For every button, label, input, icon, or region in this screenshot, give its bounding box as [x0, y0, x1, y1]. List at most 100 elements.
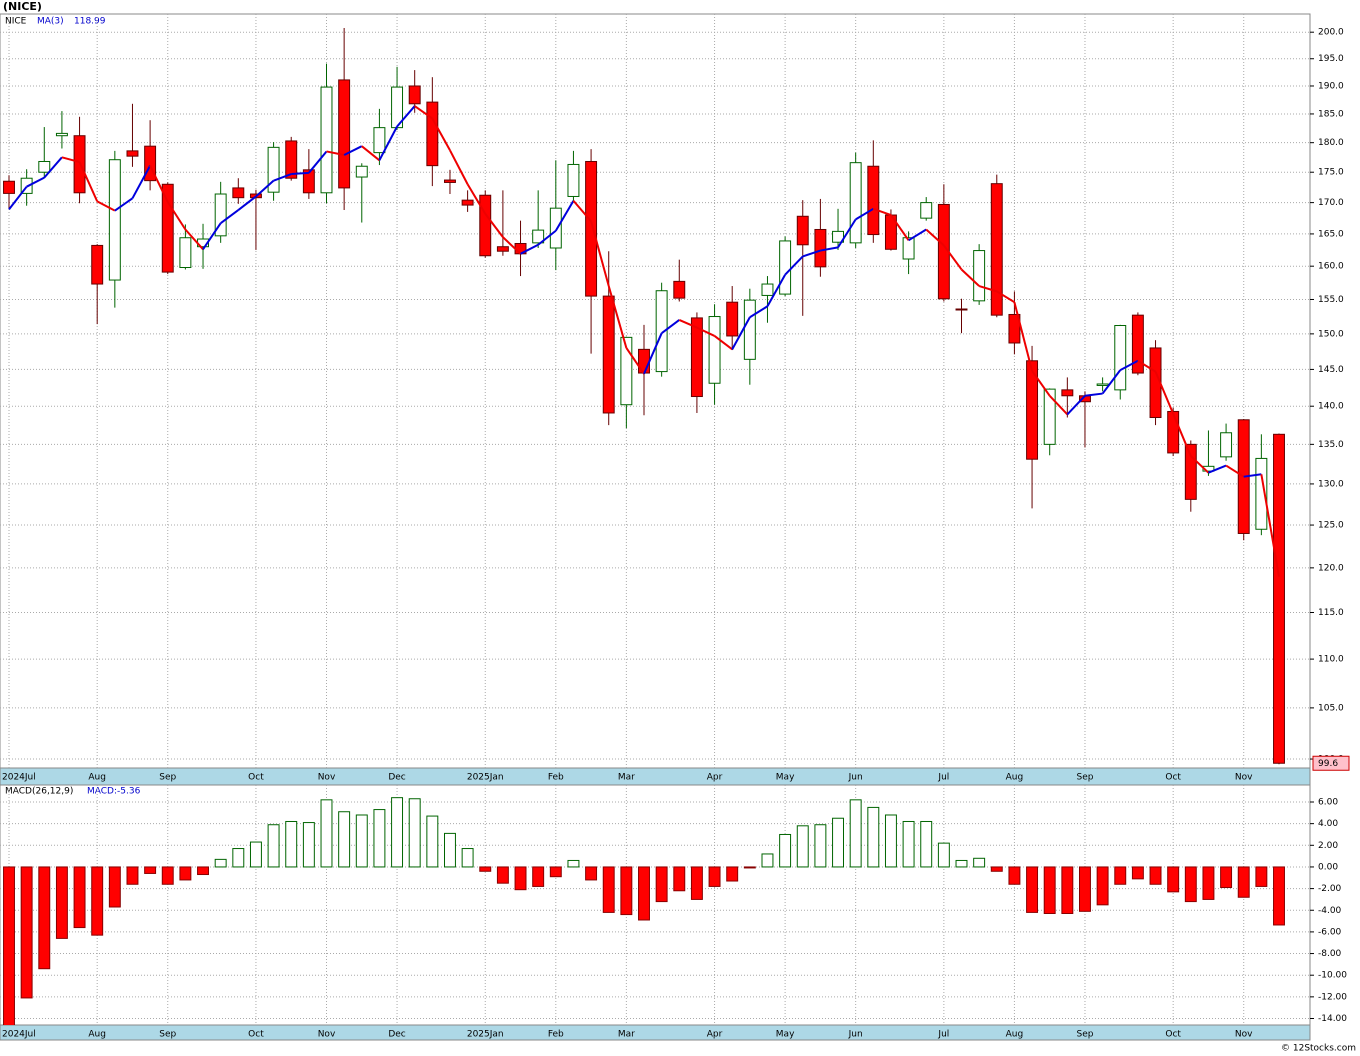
macd-bar — [232, 848, 245, 868]
candle-body — [1131, 314, 1144, 374]
candle-body — [532, 229, 545, 244]
ma-segment — [1101, 369, 1122, 395]
ma-segment — [484, 213, 504, 238]
candle-body — [232, 187, 245, 199]
macd-bar — [73, 866, 86, 929]
last-price-box — [1312, 755, 1350, 771]
legend-ma: MA(3) — [37, 17, 64, 27]
ma-segment — [8, 186, 28, 211]
x-tick-label: 2025Jan — [467, 773, 504, 783]
candle-body — [1167, 410, 1180, 454]
y-tick-label: -10.00 — [1318, 971, 1347, 981]
y-tick-label: -4.00 — [1318, 906, 1342, 916]
last-price-label: 99.6 — [1318, 759, 1338, 769]
macd-bar — [973, 857, 986, 868]
x-tick-label: Jul — [937, 773, 949, 783]
candle-body — [426, 101, 439, 167]
macd-bar — [355, 814, 368, 868]
candle-body — [849, 162, 862, 244]
macd-bar — [496, 866, 509, 884]
macd-bar — [214, 858, 227, 868]
macd-bar — [338, 811, 351, 868]
macd-bar — [620, 866, 633, 916]
macd-bar — [1149, 866, 1162, 885]
ma-segment — [414, 105, 433, 120]
macd-bar — [285, 820, 298, 868]
y-tick-label: 140.0 — [1318, 402, 1344, 412]
macd-bar — [461, 848, 474, 868]
ma-segment — [855, 207, 874, 221]
macd-bar — [126, 866, 139, 885]
ma-segment — [713, 335, 733, 351]
x-tick-label: Mar — [618, 1030, 635, 1040]
ma-segment — [502, 236, 522, 255]
x-tick-label: 2025Jan — [467, 1030, 504, 1040]
candle-body — [408, 85, 421, 105]
legend-macd: MACD(26,12,9) — [5, 787, 73, 797]
plot-area — [0, 785, 1310, 1025]
ma-segment — [1172, 413, 1192, 457]
ma-segment — [661, 319, 680, 334]
ma-segment — [572, 200, 592, 222]
ma-segment — [26, 176, 45, 188]
y-tick-label: 185.0 — [1318, 109, 1344, 119]
candle-body — [832, 230, 844, 243]
macd-bar — [743, 866, 756, 869]
candle-body — [1220, 432, 1233, 458]
x-tick-label: May — [776, 1030, 795, 1040]
y-tick-label: 160.0 — [1318, 262, 1344, 272]
ma-segment — [396, 105, 416, 128]
macd-bar — [320, 799, 333, 868]
macd-bar — [602, 866, 615, 913]
ma-segment — [1208, 464, 1227, 474]
macd-bar — [884, 814, 897, 868]
macd-bar — [567, 859, 580, 868]
y-tick-label: 190.0 — [1318, 81, 1344, 91]
ma-segment — [1137, 359, 1157, 373]
ma-segment — [537, 229, 557, 246]
macd-bar — [514, 866, 527, 891]
x-tick-label: Sep — [159, 1030, 176, 1040]
x-tick-label: Feb — [548, 773, 564, 783]
ma-segment — [802, 249, 821, 258]
x-tick-label: Nov — [318, 773, 336, 783]
macd-bar — [249, 841, 262, 868]
legend-ma-value: 118.99 — [74, 17, 106, 27]
macd-bar — [1167, 866, 1180, 893]
x-tick-label: Aug — [1006, 773, 1024, 783]
ma-segment — [1260, 474, 1280, 577]
ma-segment — [872, 207, 892, 216]
ma-segment — [978, 285, 998, 293]
ma-segment — [678, 319, 698, 329]
macd-bar — [708, 866, 721, 887]
candle-body — [38, 160, 51, 173]
ma-segment — [43, 156, 63, 179]
ma-segment — [890, 214, 910, 241]
y-tick-label: 165.0 — [1318, 229, 1344, 239]
ma-segment — [255, 179, 275, 198]
candle-body — [355, 165, 368, 178]
candle-body — [144, 145, 157, 182]
x-tick-label: Oct — [248, 773, 264, 783]
y-tick-label: 2.00 — [1318, 841, 1338, 851]
candle-body — [690, 317, 703, 398]
candle-body — [302, 169, 315, 194]
legend-symbol: NICE — [5, 17, 27, 27]
candle-body — [108, 159, 121, 281]
candle-body — [549, 207, 562, 249]
macd-bar — [849, 799, 862, 868]
ma-segment — [607, 285, 628, 349]
ma-segment — [131, 165, 151, 199]
macd-bar — [532, 866, 545, 887]
macd-bar — [197, 866, 209, 876]
candle-body — [461, 199, 474, 206]
legend-macd-value: MACD:-5.36 — [87, 787, 141, 797]
candle-body — [55, 132, 68, 137]
y-tick-label: 120.0 — [1318, 563, 1344, 573]
macd-bar — [726, 866, 739, 882]
candle-body — [655, 290, 668, 373]
y-tick-label: 150.0 — [1318, 329, 1344, 339]
macd-bar — [108, 866, 121, 908]
macd-bar — [408, 798, 421, 868]
